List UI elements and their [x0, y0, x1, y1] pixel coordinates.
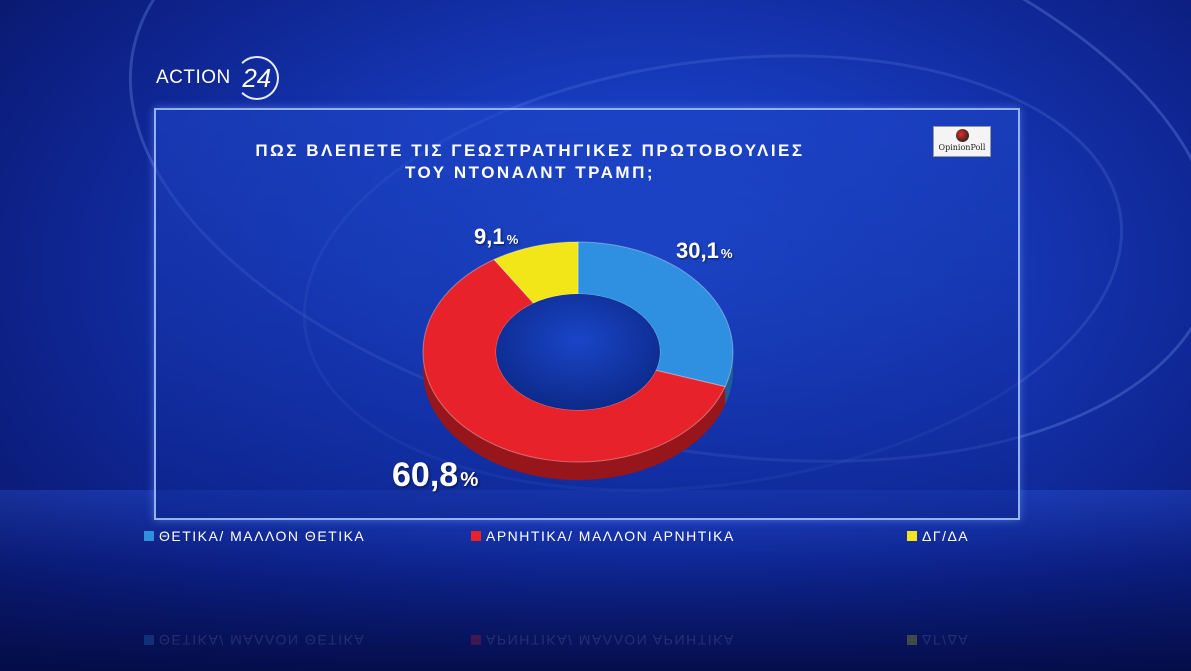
channel-brand: ACTION [156, 67, 231, 88]
data-label-dk-unit: % [506, 232, 519, 247]
legend-reflection-negative: ΑΡΝΗΤΙΚΑ/ ΜΑΛΛΟΝ ΑΡΝΗΤΙΚΑ [471, 632, 735, 648]
legend-reflection-label: ΑΡΝΗΤΙΚΑ/ ΜΑΛΛΟΝ ΑΡΝΗΤΙΚΑ [486, 632, 735, 648]
source-logo: OpinionPoll [933, 126, 991, 157]
legend-item-dk: ΔΓ/ΔΑ [907, 528, 969, 544]
legend-swatch-positive [144, 531, 154, 541]
legend-reflection-label: ΘΕΤΙΚΑ/ ΜΑΛΛΟΝ ΘΕΤΙΚΑ [159, 632, 366, 648]
chart-title-line-1: ΠΩΣ ΒΛΕΠΕΤΕ ΤΙΣ ΓΕΩΣΤΡΑΤΗΓΙΚΕΣ ΠΡΩΤΟΒΟΥΛ… [255, 141, 805, 160]
legend-swatch-dk [907, 531, 917, 541]
data-label-positive-unit: % [720, 246, 733, 261]
legend-reflection-swatch [144, 635, 154, 645]
legend-reflection-positive: ΘΕΤΙΚΑ/ ΜΑΛΛΟΝ ΘΕΤΙΚΑ [144, 632, 365, 648]
legend-label-dk: ΔΓ/ΔΑ [922, 528, 970, 544]
data-label-negative-unit: % [460, 469, 479, 491]
legend-item-positive: ΘΕΤΙΚΑ/ ΜΑΛΛΟΝ ΘΕΤΙΚΑ [144, 528, 365, 544]
channel-logo: ACTION 24 [156, 55, 279, 101]
channel-number: 24 [234, 56, 279, 100]
legend-label-positive: ΘΕΤΙΚΑ/ ΜΑΛΛΟΝ ΘΕΤΙΚΑ [159, 528, 366, 544]
legend-reflection-dk: ΔΓ/ΔΑ [907, 632, 969, 648]
chart-title: ΠΩΣ ΒΛΕΠΕΤΕ ΤΙΣ ΓΕΩΣΤΡΑΤΗΓΙΚΕΣ ΠΡΩΤΟΒΟΥΛ… [230, 140, 830, 184]
legend-reflection-swatch [907, 635, 917, 645]
legend-reflection-swatch [471, 635, 481, 645]
source-label: OpinionPoll [938, 143, 986, 152]
legend-item-negative: ΑΡΝΗΤΙΚΑ/ ΜΑΛΛΟΝ ΑΡΝΗΤΙΚΑ [471, 528, 735, 544]
legend-label-negative: ΑΡΝΗΤΙΚΑ/ ΜΑΛΛΟΝ ΑΡΝΗΤΙΚΑ [486, 528, 735, 544]
source-logo-icon [956, 129, 969, 142]
data-label-negative-value: 60,8 [392, 456, 459, 494]
legend-swatch-negative [471, 531, 481, 541]
chart-title-line-2: ΤΟΥ ΝΤΟΝΑΛΝΤ ΤΡΑΜΠ; [404, 163, 656, 182]
data-label-positive: 30,1% [676, 238, 733, 264]
donut-hole [496, 294, 660, 410]
data-label-positive-value: 30,1 [676, 238, 719, 263]
studio-floor [0, 490, 1191, 671]
data-label-dk: 9,1% [474, 224, 518, 250]
legend-reflection-label: ΔΓ/ΔΑ [922, 632, 970, 648]
data-label-dk-value: 9,1 [474, 224, 505, 249]
data-label-negative: 60,8% [392, 456, 478, 495]
